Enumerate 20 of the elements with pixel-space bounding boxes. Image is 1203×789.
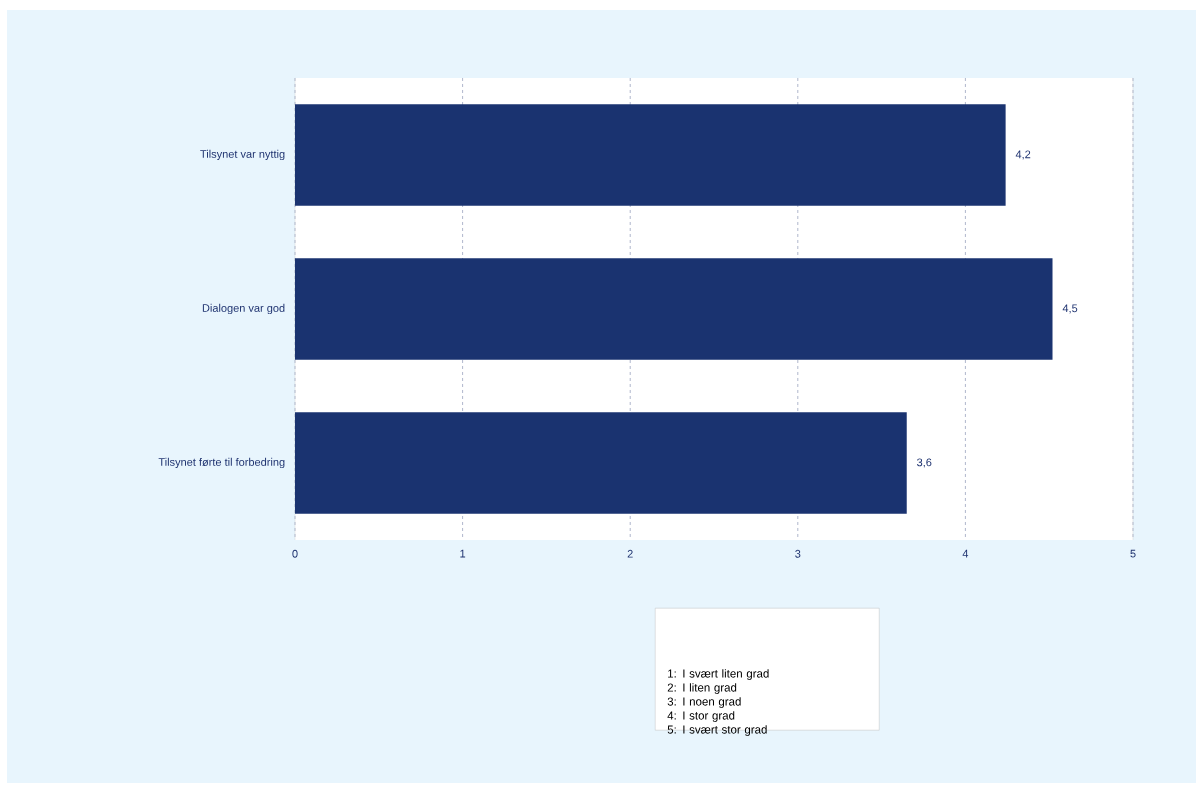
text: 2: I liten grad	[667, 683, 737, 694]
bar	[295, 412, 907, 514]
text: 1: I svært liten grad	[668, 669, 769, 680]
y-tick-label: Dialogen var god	[202, 303, 285, 315]
x-tick-label: 4	[962, 549, 969, 558]
bar	[295, 258, 1053, 360]
text: 4: I stor grad	[667, 711, 735, 722]
x-tick-label: 0	[292, 549, 298, 558]
x-tick-label: 5	[1130, 549, 1136, 558]
data-label: 3,6	[917, 458, 932, 468]
x-tick-label: 3	[795, 549, 801, 558]
data-label: 4,2	[1015, 150, 1031, 160]
data-label: 4,5	[1062, 304, 1078, 314]
x-tick-label: 1	[460, 549, 466, 558]
y-tick-label: Tilsynet var nyttig	[200, 149, 285, 161]
x-tick-label: 2	[627, 549, 633, 558]
y-tick-label: Tilsynet førte til forbedring	[158, 457, 285, 469]
text: 5: I svært stor grad	[667, 725, 767, 736]
text: 3: I noen grad	[667, 697, 741, 708]
bar	[295, 104, 1006, 206]
